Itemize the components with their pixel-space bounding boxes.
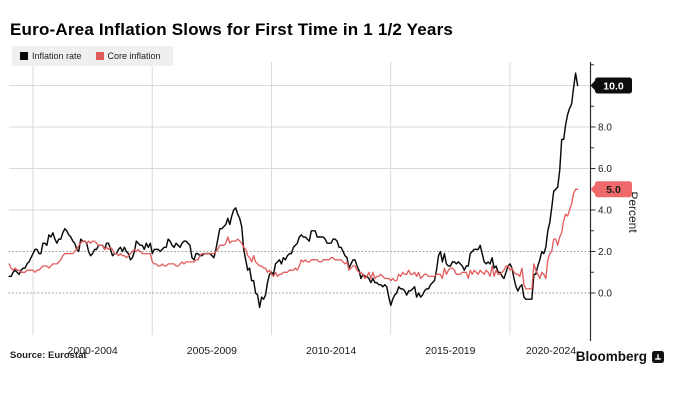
y-axis-title: Percent [626,191,640,233]
x-tick-label: 2015-2019 [425,345,475,357]
bloomberg-logo: Bloomberg [576,349,664,364]
y-tick-label: 4.0 [598,206,612,217]
source-note: Source: Eurostat [10,350,87,361]
legend-item-core-inflation: Core inflation [95,51,161,61]
x-tick-label: 2000-2004 [68,345,118,357]
core-inflation-line [8,188,579,290]
bloomberg-wordmark: Bloomberg [575,349,647,364]
last-value-badge [595,181,632,198]
chart-legend: Inflation rate Core inflation [12,46,173,66]
core-inflation-swatch-icon [95,52,104,60]
legend-label-core-inflation: Core inflation [107,51,161,61]
legend-item-inflation-rate: Inflation rate [20,51,82,61]
last-value-badge [595,77,632,94]
y-tick-label: 6.0 [598,164,612,175]
x-tick-label: 2020-2024 [526,345,576,357]
inflation-rate-line [8,72,579,309]
x-tick-label: 2010-2014 [306,345,356,357]
y-tick-label: 2.0 [598,247,612,258]
last-value-badge-label: 10.0 [603,80,624,92]
bloomberg-mark-icon [652,350,664,363]
last-value-badge-label: 5.0 [606,184,621,196]
y-tick-label: 8.0 [598,123,612,134]
inflation-rate-swatch-icon [20,52,28,60]
x-tick-label: 2005-2009 [187,345,237,357]
chart-title: Euro-Area Inflation Slows for First Time… [10,20,454,39]
legend-label-inflation-rate: Inflation rate [32,51,82,61]
y-tick-label: 0.0 [598,289,612,300]
